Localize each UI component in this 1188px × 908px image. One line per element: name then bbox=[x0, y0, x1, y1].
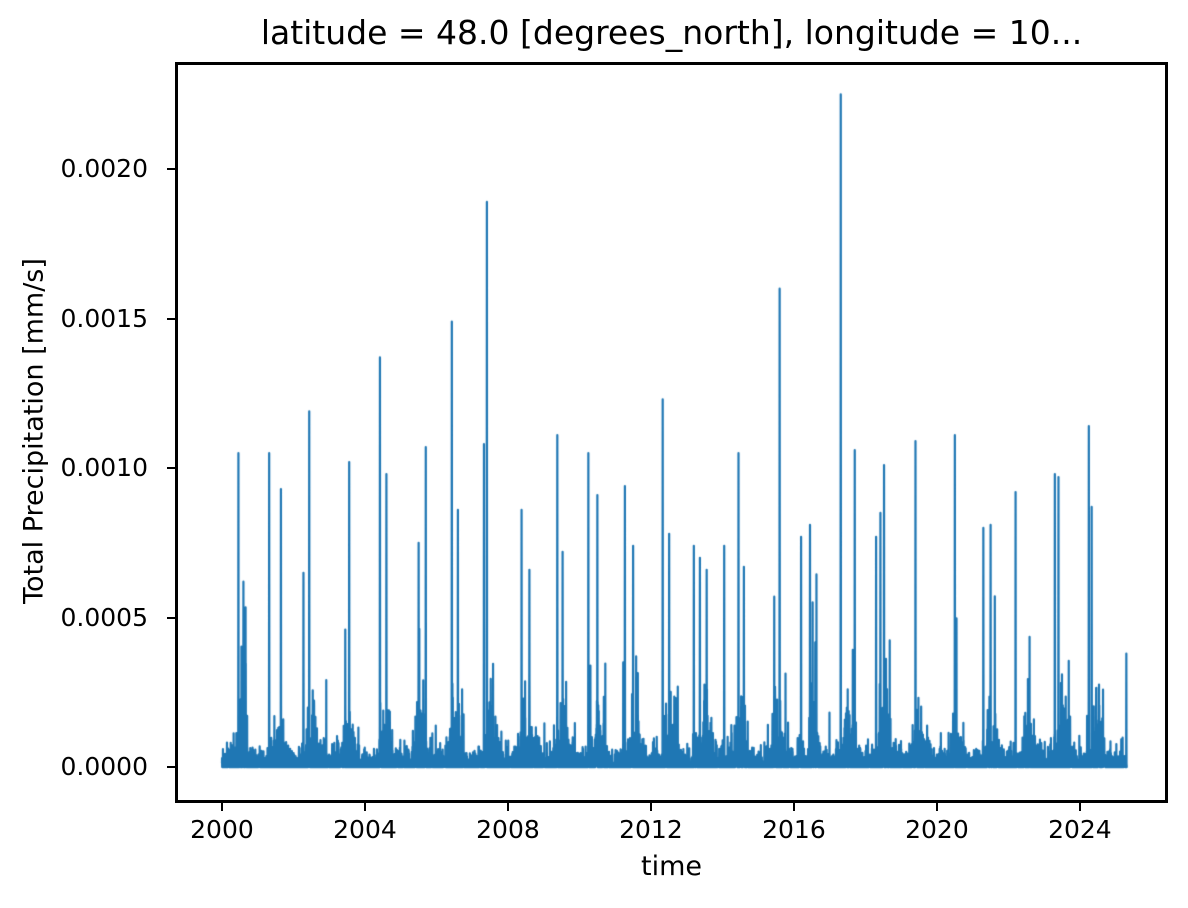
x-tick-mark bbox=[792, 803, 795, 811]
precipitation-series-canvas bbox=[178, 65, 1165, 800]
x-tick-mark bbox=[1078, 803, 1081, 811]
x-tick-mark bbox=[649, 803, 652, 811]
y-tick-mark bbox=[167, 168, 175, 171]
y-tick-mark bbox=[167, 467, 175, 470]
y-tick-mark bbox=[167, 317, 175, 320]
y-tick-label: 0.0015 bbox=[60, 303, 148, 333]
x-tick-label: 2016 bbox=[762, 815, 826, 844]
plot-area bbox=[175, 62, 1168, 803]
x-tick-label: 2024 bbox=[1048, 815, 1112, 844]
y-tick-label: 0.0020 bbox=[60, 154, 148, 184]
x-tick-mark bbox=[506, 803, 509, 811]
y-tick-mark bbox=[167, 766, 175, 769]
y-tick-label: 0.0000 bbox=[60, 752, 148, 782]
x-tick-mark bbox=[220, 803, 223, 811]
y-tick-mark bbox=[167, 616, 175, 619]
chart-title: latitude = 48.0 [degrees_north], longitu… bbox=[260, 13, 1083, 52]
x-tick-mark bbox=[935, 803, 938, 811]
y-tick-label: 0.0010 bbox=[60, 453, 148, 483]
x-tick-label: 2000 bbox=[190, 815, 254, 844]
x-tick-label: 2020 bbox=[905, 815, 969, 844]
x-tick-label: 2012 bbox=[619, 815, 683, 844]
y-tick-label: 0.0005 bbox=[60, 602, 148, 632]
x-tick-mark bbox=[363, 803, 366, 811]
x-tick-label: 2004 bbox=[333, 815, 397, 844]
x-tick-label: 2008 bbox=[476, 815, 540, 844]
x-axis-label: time bbox=[640, 851, 702, 882]
